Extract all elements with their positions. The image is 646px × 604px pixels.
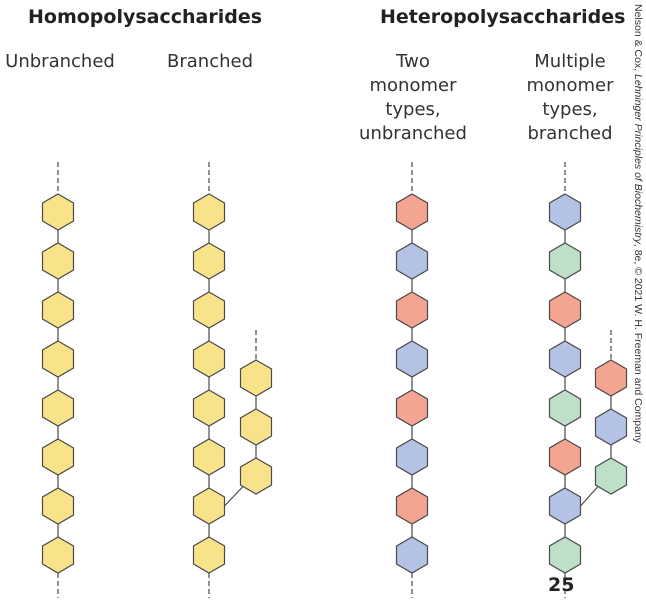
label-multiple-monomer-types-branched: Multiple monomer types, branched xyxy=(520,50,620,146)
label-line: Unbranched xyxy=(5,51,115,72)
col2-monomer-yellow xyxy=(192,438,226,476)
homopolysaccharides-heading: Homopolysaccharides xyxy=(28,6,263,28)
col1-monomer-yellow xyxy=(41,438,75,476)
col3-monomer-blue xyxy=(395,340,429,378)
col4-branch-linkage xyxy=(580,486,598,507)
col2-monomer-yellow xyxy=(192,389,226,427)
col3-monomer-red xyxy=(395,389,429,427)
label-branched: Branched xyxy=(160,50,260,74)
col2-branch-linkage xyxy=(224,486,243,507)
col4-monomer-red xyxy=(548,291,582,329)
col4-monomer-blue xyxy=(548,193,582,231)
col1-monomer-yellow xyxy=(41,536,75,574)
col2-monomer-yellow xyxy=(192,291,226,329)
col1-monomer-yellow xyxy=(41,389,75,427)
col3-monomer-blue xyxy=(395,242,429,280)
col4-monomer-blue xyxy=(548,487,582,525)
heteropolysaccharides-heading: Heteropolysaccharides xyxy=(380,6,626,28)
col2-branch-monomer-yellow xyxy=(239,457,273,495)
label-unbranched: Unbranched xyxy=(3,50,117,74)
col4-monomer-green xyxy=(548,536,582,574)
col2-monomer-yellow xyxy=(192,242,226,280)
label-two-monomer-types-unbranched: Two monomer types, unbranched xyxy=(352,50,474,146)
col3-monomer-red xyxy=(395,487,429,525)
label-line: branched xyxy=(527,123,613,144)
col1-monomer-yellow xyxy=(41,193,75,231)
col4-branch-monomer-blue xyxy=(594,408,628,446)
page-number: 25 xyxy=(548,574,575,596)
col4-branch-monomer-red xyxy=(594,359,628,397)
label-line: monomer xyxy=(526,75,614,96)
label-line: Branched xyxy=(167,51,253,72)
credit-book-title: Lehninger Principles of Biochemistry xyxy=(632,74,644,244)
col4-branch-monomer-green xyxy=(594,457,628,495)
credit-authors: Nelson & Cox, xyxy=(632,4,644,75)
col1-monomer-yellow xyxy=(41,340,75,378)
col1-monomer-yellow xyxy=(41,487,75,525)
col3-monomer-blue xyxy=(395,438,429,476)
label-line: Two xyxy=(396,51,430,72)
col4-monomer-green xyxy=(548,242,582,280)
col1-monomer-yellow xyxy=(41,242,75,280)
label-line: unbranched xyxy=(359,123,467,144)
col4-monomer-green xyxy=(548,389,582,427)
col2-branch-monomer-yellow xyxy=(239,408,273,446)
credit-edition: , 8e, © 2021 W. H. Freeman and Company xyxy=(632,243,644,444)
col4-monomer-red xyxy=(548,438,582,476)
label-line: Multiple xyxy=(534,51,606,72)
col2-monomer-yellow xyxy=(192,193,226,231)
copyright-credit: Nelson & Cox, Lehninger Principles of Bi… xyxy=(626,4,644,443)
col2-branch-monomer-yellow xyxy=(239,359,273,397)
col2-monomer-yellow xyxy=(192,487,226,525)
col2-monomer-yellow xyxy=(192,340,226,378)
label-line: monomer xyxy=(369,75,457,96)
label-line: types, xyxy=(385,99,441,120)
col3-monomer-red xyxy=(395,291,429,329)
col1-monomer-yellow xyxy=(41,291,75,329)
col3-monomer-blue xyxy=(395,536,429,574)
label-line: types, xyxy=(542,99,598,120)
col2-monomer-yellow xyxy=(192,536,226,574)
col4-monomer-blue xyxy=(548,340,582,378)
col3-monomer-red xyxy=(395,193,429,231)
